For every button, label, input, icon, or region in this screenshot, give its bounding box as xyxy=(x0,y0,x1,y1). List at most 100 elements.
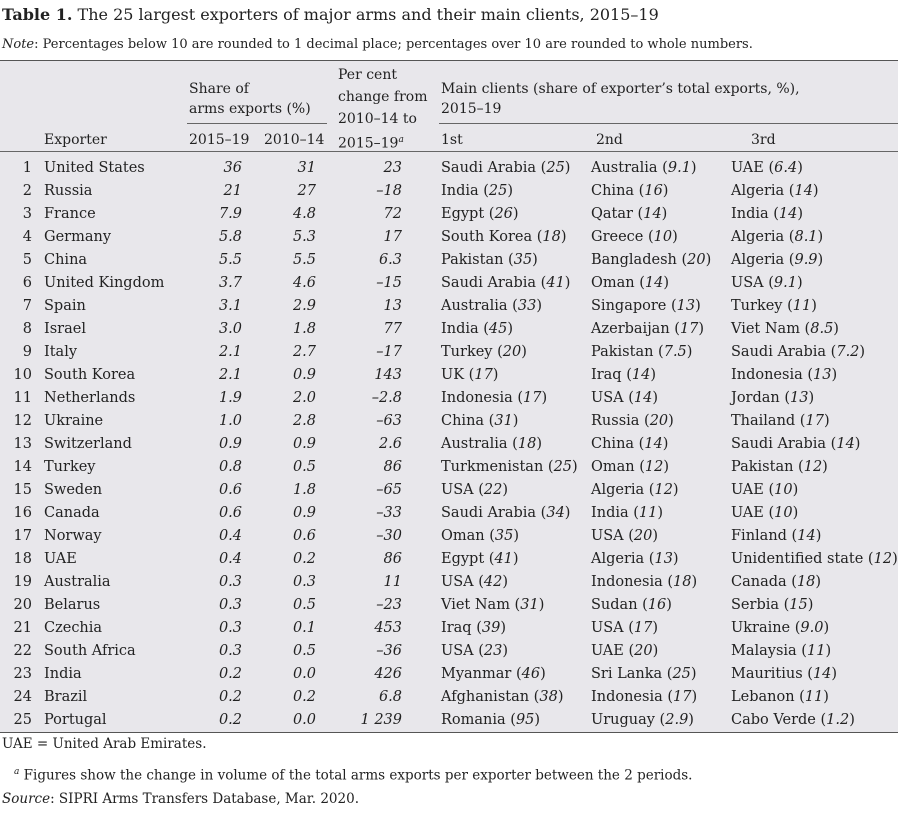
share-2015-19-cell: 0.3 xyxy=(218,597,242,613)
client-1st-cell: USA (42) xyxy=(441,574,509,590)
share-2015-19-cell: 7.9 xyxy=(218,206,242,222)
rank-cell: 19 xyxy=(13,574,32,590)
client-2nd-cell: Indonesia (18) xyxy=(591,574,698,590)
client-2nd-name: Australia xyxy=(591,160,658,176)
client-3rd-share: 13 xyxy=(790,390,809,406)
share-2010-14-cell: 0.9 xyxy=(292,367,316,383)
exporter-cell: Belarus xyxy=(44,597,101,613)
share-2010-14-cell: 2.7 xyxy=(292,344,316,360)
client-2nd-cell: Uruguay (2.9) xyxy=(591,712,694,728)
client-1st-share: 35 xyxy=(513,252,533,268)
client-1st-name: Myanmar xyxy=(441,666,512,682)
client-2nd-cell: Oman (12) xyxy=(591,459,670,475)
client-1st-name: USA xyxy=(441,574,474,590)
header-change-line3: 2010–14 to xyxy=(338,111,417,127)
share-2010-14-cell: 0.9 xyxy=(292,436,316,452)
change-cell: 86 xyxy=(383,459,402,475)
client-2nd-share: 20 xyxy=(687,252,706,268)
source-label: Source xyxy=(2,791,51,807)
share-2010-14-cell: 0.2 xyxy=(292,551,316,567)
client-1st-name: South Korea xyxy=(441,229,533,245)
rank-cell: 20 xyxy=(13,597,32,613)
share-2010-14-cell: 0.9 xyxy=(292,505,316,521)
rank-cell: 25 xyxy=(13,712,32,728)
client-1st-share: 35 xyxy=(494,528,514,544)
table-row: 22 South Africa 0.3 0.5 –36 USA (23) UAE (20) M… xyxy=(0,640,898,663)
client-2nd-name: India xyxy=(591,505,629,521)
client-2nd-cell: Algeria (13) xyxy=(591,551,679,567)
client-2nd-share: 20 xyxy=(649,413,669,429)
client-3rd-cell: Unidentified state (12) xyxy=(731,551,898,567)
exporter-cell: South Korea xyxy=(44,367,136,383)
exporter-cell: Norway xyxy=(44,528,102,544)
rank-cell: 2 xyxy=(22,183,32,199)
share-2015-19-cell: 0.6 xyxy=(218,505,242,521)
client-2nd-share: 7.5 xyxy=(663,344,687,360)
client-1st-share: 17 xyxy=(523,390,542,406)
exporter-cell: Germany xyxy=(44,229,112,245)
client-1st-share: 18 xyxy=(517,436,537,452)
client-2nd-cell: Greece (10) xyxy=(591,229,678,245)
client-2nd-name: UAE xyxy=(591,643,624,659)
table-row: 19 Australia 0.3 0.3 11 USA (42) Indonesia (18… xyxy=(0,571,898,594)
client-3rd-name: UAE xyxy=(731,160,764,176)
change-cell: –2.8 xyxy=(371,390,402,406)
client-3rd-name: Algeria xyxy=(731,252,785,268)
exporter-cell: Portugal xyxy=(44,712,107,728)
table-row: 25 Portugal 0.2 0.0 1 239 Romania (95) Uruguay… xyxy=(0,709,898,732)
exporter-cell: Spain xyxy=(44,298,86,314)
header-change-footnote-mark: a xyxy=(398,135,404,145)
header-exporter: Exporter xyxy=(44,132,107,148)
client-3rd-share: 6.4 xyxy=(774,160,798,176)
client-1st-share: 31 xyxy=(520,597,539,613)
share-2010-14-cell: 5.3 xyxy=(292,229,316,245)
client-3rd-name: Cabo Verde xyxy=(731,712,816,728)
header-share-line1: Share of xyxy=(189,81,249,97)
client-1st-share: 41 xyxy=(494,551,513,567)
client-2nd-share: 9.1 xyxy=(667,160,691,176)
client-2nd-share: 12 xyxy=(644,459,664,475)
header-change-line1: Per cent xyxy=(338,67,397,83)
rank-cell: 23 xyxy=(13,666,32,682)
client-3rd-cell: UAE (6.4) xyxy=(731,160,803,176)
client-3rd-cell: Saudi Arabia (7.2) xyxy=(731,344,866,360)
client-1st-name: Viet Nam xyxy=(441,597,510,613)
client-3rd-name: Saudi Arabia xyxy=(731,436,827,452)
client-3rd-name: Finland xyxy=(731,528,787,544)
client-1st-cell: Turkmenistan (25) xyxy=(441,459,578,475)
client-3rd-name: UAE xyxy=(731,482,764,498)
rank-cell: 13 xyxy=(13,436,32,452)
client-3rd-share: 9.0 xyxy=(800,620,824,636)
table-row: 21 Czechia 0.3 0.1 453 Iraq (39) USA (17) Ukrai… xyxy=(0,617,898,640)
table-row: 15 Sweden 0.6 1.8 –65 USA (22) Algeria (12) UAE… xyxy=(0,479,898,502)
client-2nd-share: 13 xyxy=(676,298,696,314)
client-2nd-name: Qatar xyxy=(591,206,633,222)
share-2015-19-cell: 3.0 xyxy=(218,321,242,337)
client-2nd-name: Sri Lanka xyxy=(591,666,663,682)
client-1st-share: 22 xyxy=(483,482,503,498)
client-3rd-share: 17 xyxy=(805,413,824,429)
table-row: 10 South Korea 2.1 0.9 143 UK (17) Iraq (14) In… xyxy=(0,364,898,387)
share-2010-14-cell: 0.6 xyxy=(292,528,316,544)
footnote-text: Figures show the change in volume of the… xyxy=(19,767,693,784)
client-1st-cell: South Korea (18) xyxy=(441,229,567,245)
client-1st-cell: Oman (35) xyxy=(441,528,520,544)
share-2015-19-cell: 0.6 xyxy=(218,482,242,498)
client-3rd-share: 14 xyxy=(836,436,855,452)
client-2nd-share: 20 xyxy=(633,528,653,544)
share-2010-14-cell: 4.8 xyxy=(292,206,316,222)
change-cell: –30 xyxy=(376,528,402,544)
footnote-mark: a xyxy=(14,767,20,777)
client-1st-name: Oman xyxy=(441,528,485,544)
client-2nd-share: 16 xyxy=(647,597,667,613)
exporter-cell: United Kingdom xyxy=(44,275,165,291)
change-cell: 86 xyxy=(383,551,402,567)
client-1st-cell: Romania (95) xyxy=(441,712,541,728)
exporter-cell: Czechia xyxy=(44,620,103,636)
rank-cell: 22 xyxy=(13,643,32,659)
table-row: 1 United States 36 31 23 Saudi Arabia (25) Aus… xyxy=(0,157,898,180)
client-2nd-share: 12 xyxy=(654,482,673,498)
table-row: 7 Spain 3.1 2.9 13 Australia (33) Singapore (1… xyxy=(0,295,898,318)
client-3rd-cell: Malaysia (11) xyxy=(731,643,832,659)
table-row: 14 Turkey 0.8 0.5 86 Turkmenistan (25) Oman (1… xyxy=(0,456,898,479)
